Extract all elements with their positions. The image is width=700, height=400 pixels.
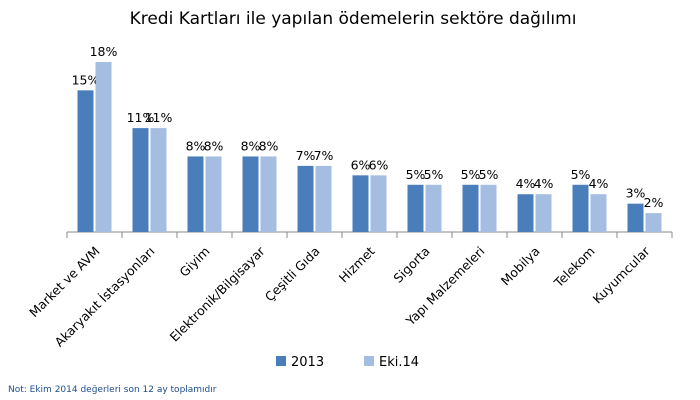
category-label: Giyim: [176, 244, 212, 280]
bar-eki14: [315, 165, 332, 232]
footnote: Not: Ekim 2014 değerleri son 12 ay topla…: [8, 385, 217, 395]
bar-eki14: [95, 62, 112, 232]
bar-eki14: [480, 184, 497, 232]
data-label: 7%: [296, 148, 316, 163]
legend-label-2013: 2013: [291, 355, 324, 370]
legend: 2013 Eki.14: [276, 355, 419, 370]
data-label: 5%: [424, 167, 444, 182]
bar-eki14: [205, 156, 222, 232]
category-label: Telekom: [550, 244, 597, 291]
bar-eki14: [590, 194, 607, 232]
bar-2013: [297, 165, 314, 232]
bar-2013: [77, 90, 94, 232]
bar-2013: [242, 156, 259, 232]
category-label: Hizmet: [336, 243, 378, 285]
bar-2013: [187, 156, 204, 232]
data-label: 2%: [644, 195, 664, 210]
data-label: 11%: [127, 110, 155, 125]
bar-2013: [407, 184, 424, 232]
data-label: 4%: [516, 176, 536, 191]
data-label: 8%: [186, 138, 206, 153]
bar-2013: [132, 128, 149, 232]
bar-eki14: [370, 175, 387, 232]
data-label: 4%: [589, 176, 609, 191]
data-label: 5%: [406, 167, 426, 182]
bar-eki14: [535, 194, 552, 232]
data-label: 5%: [461, 167, 481, 182]
bar-2013: [352, 175, 369, 232]
category-label: Kuyumcular: [590, 243, 654, 307]
bar-eki14: [425, 184, 442, 232]
data-label: 7%: [314, 148, 334, 163]
legend-swatch-2013: [276, 356, 286, 366]
data-label: 6%: [351, 157, 371, 172]
data-label: 11%: [145, 110, 173, 125]
bar-2013: [517, 194, 534, 232]
bar-2013: [462, 184, 479, 232]
data-label: 18%: [90, 44, 118, 59]
data-label: 8%: [259, 138, 279, 153]
legend-label-eki14: Eki.14: [379, 355, 419, 370]
category-label: Akaryakıt İstasyonları: [52, 244, 158, 350]
bar-eki14: [260, 156, 277, 232]
category-label: Çeşitli Gıda: [262, 244, 323, 305]
data-label: 8%: [204, 138, 224, 153]
bar-eki14: [150, 128, 167, 232]
data-label: 4%: [534, 176, 554, 191]
chart-title: Kredi Kartları ile yapılan ödemelerin se…: [130, 9, 577, 29]
data-label: 6%: [369, 157, 389, 172]
data-label: 5%: [479, 167, 499, 182]
category-label: Mobilya: [498, 244, 543, 289]
bar-2013: [627, 203, 644, 232]
bar-eki14: [645, 213, 662, 232]
category-label: Sigorta: [390, 244, 432, 286]
data-label: 5%: [571, 167, 591, 182]
category-label: Elektronik/Bilgisayar: [167, 243, 269, 345]
bar-2013: [572, 184, 589, 232]
data-label: 15%: [72, 72, 100, 87]
legend-swatch-eki14: [364, 356, 374, 366]
data-label: 3%: [626, 186, 646, 201]
data-label: 8%: [241, 138, 261, 153]
